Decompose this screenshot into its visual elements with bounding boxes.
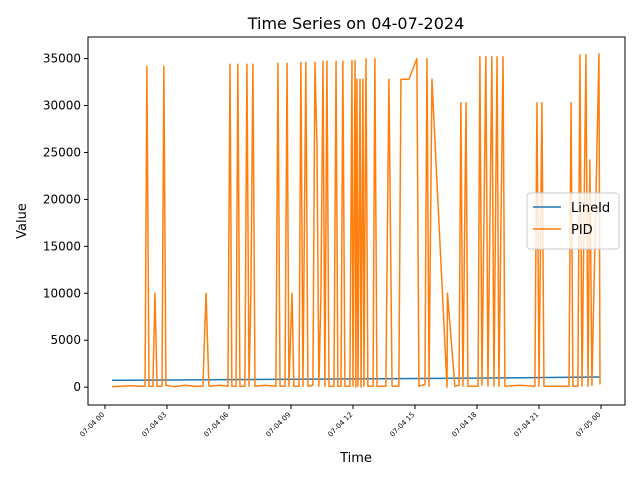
y-tick-label: 10000: [43, 286, 81, 300]
legend-label: PID: [571, 223, 593, 238]
y-tick-label: 25000: [43, 145, 81, 159]
plot-area: [111, 53, 601, 388]
chart-title: Time Series on 04-07-2024: [247, 14, 465, 33]
legend-label: LineId: [571, 201, 610, 216]
y-tick-label: 5000: [50, 333, 81, 347]
y-tick-label: 35000: [43, 52, 81, 66]
y-tick-label: 0: [73, 380, 81, 394]
series-line: [111, 53, 601, 388]
y-tick-label: 30000: [43, 99, 81, 113]
axes-frame: [87, 36, 626, 406]
y-tick-label: 20000: [43, 192, 81, 206]
legend: LineId PID: [526, 192, 620, 250]
x-axis-label: Time: [339, 451, 372, 466]
y-tick-label: 15000: [43, 239, 81, 253]
y-axis-label: Value: [15, 203, 30, 239]
